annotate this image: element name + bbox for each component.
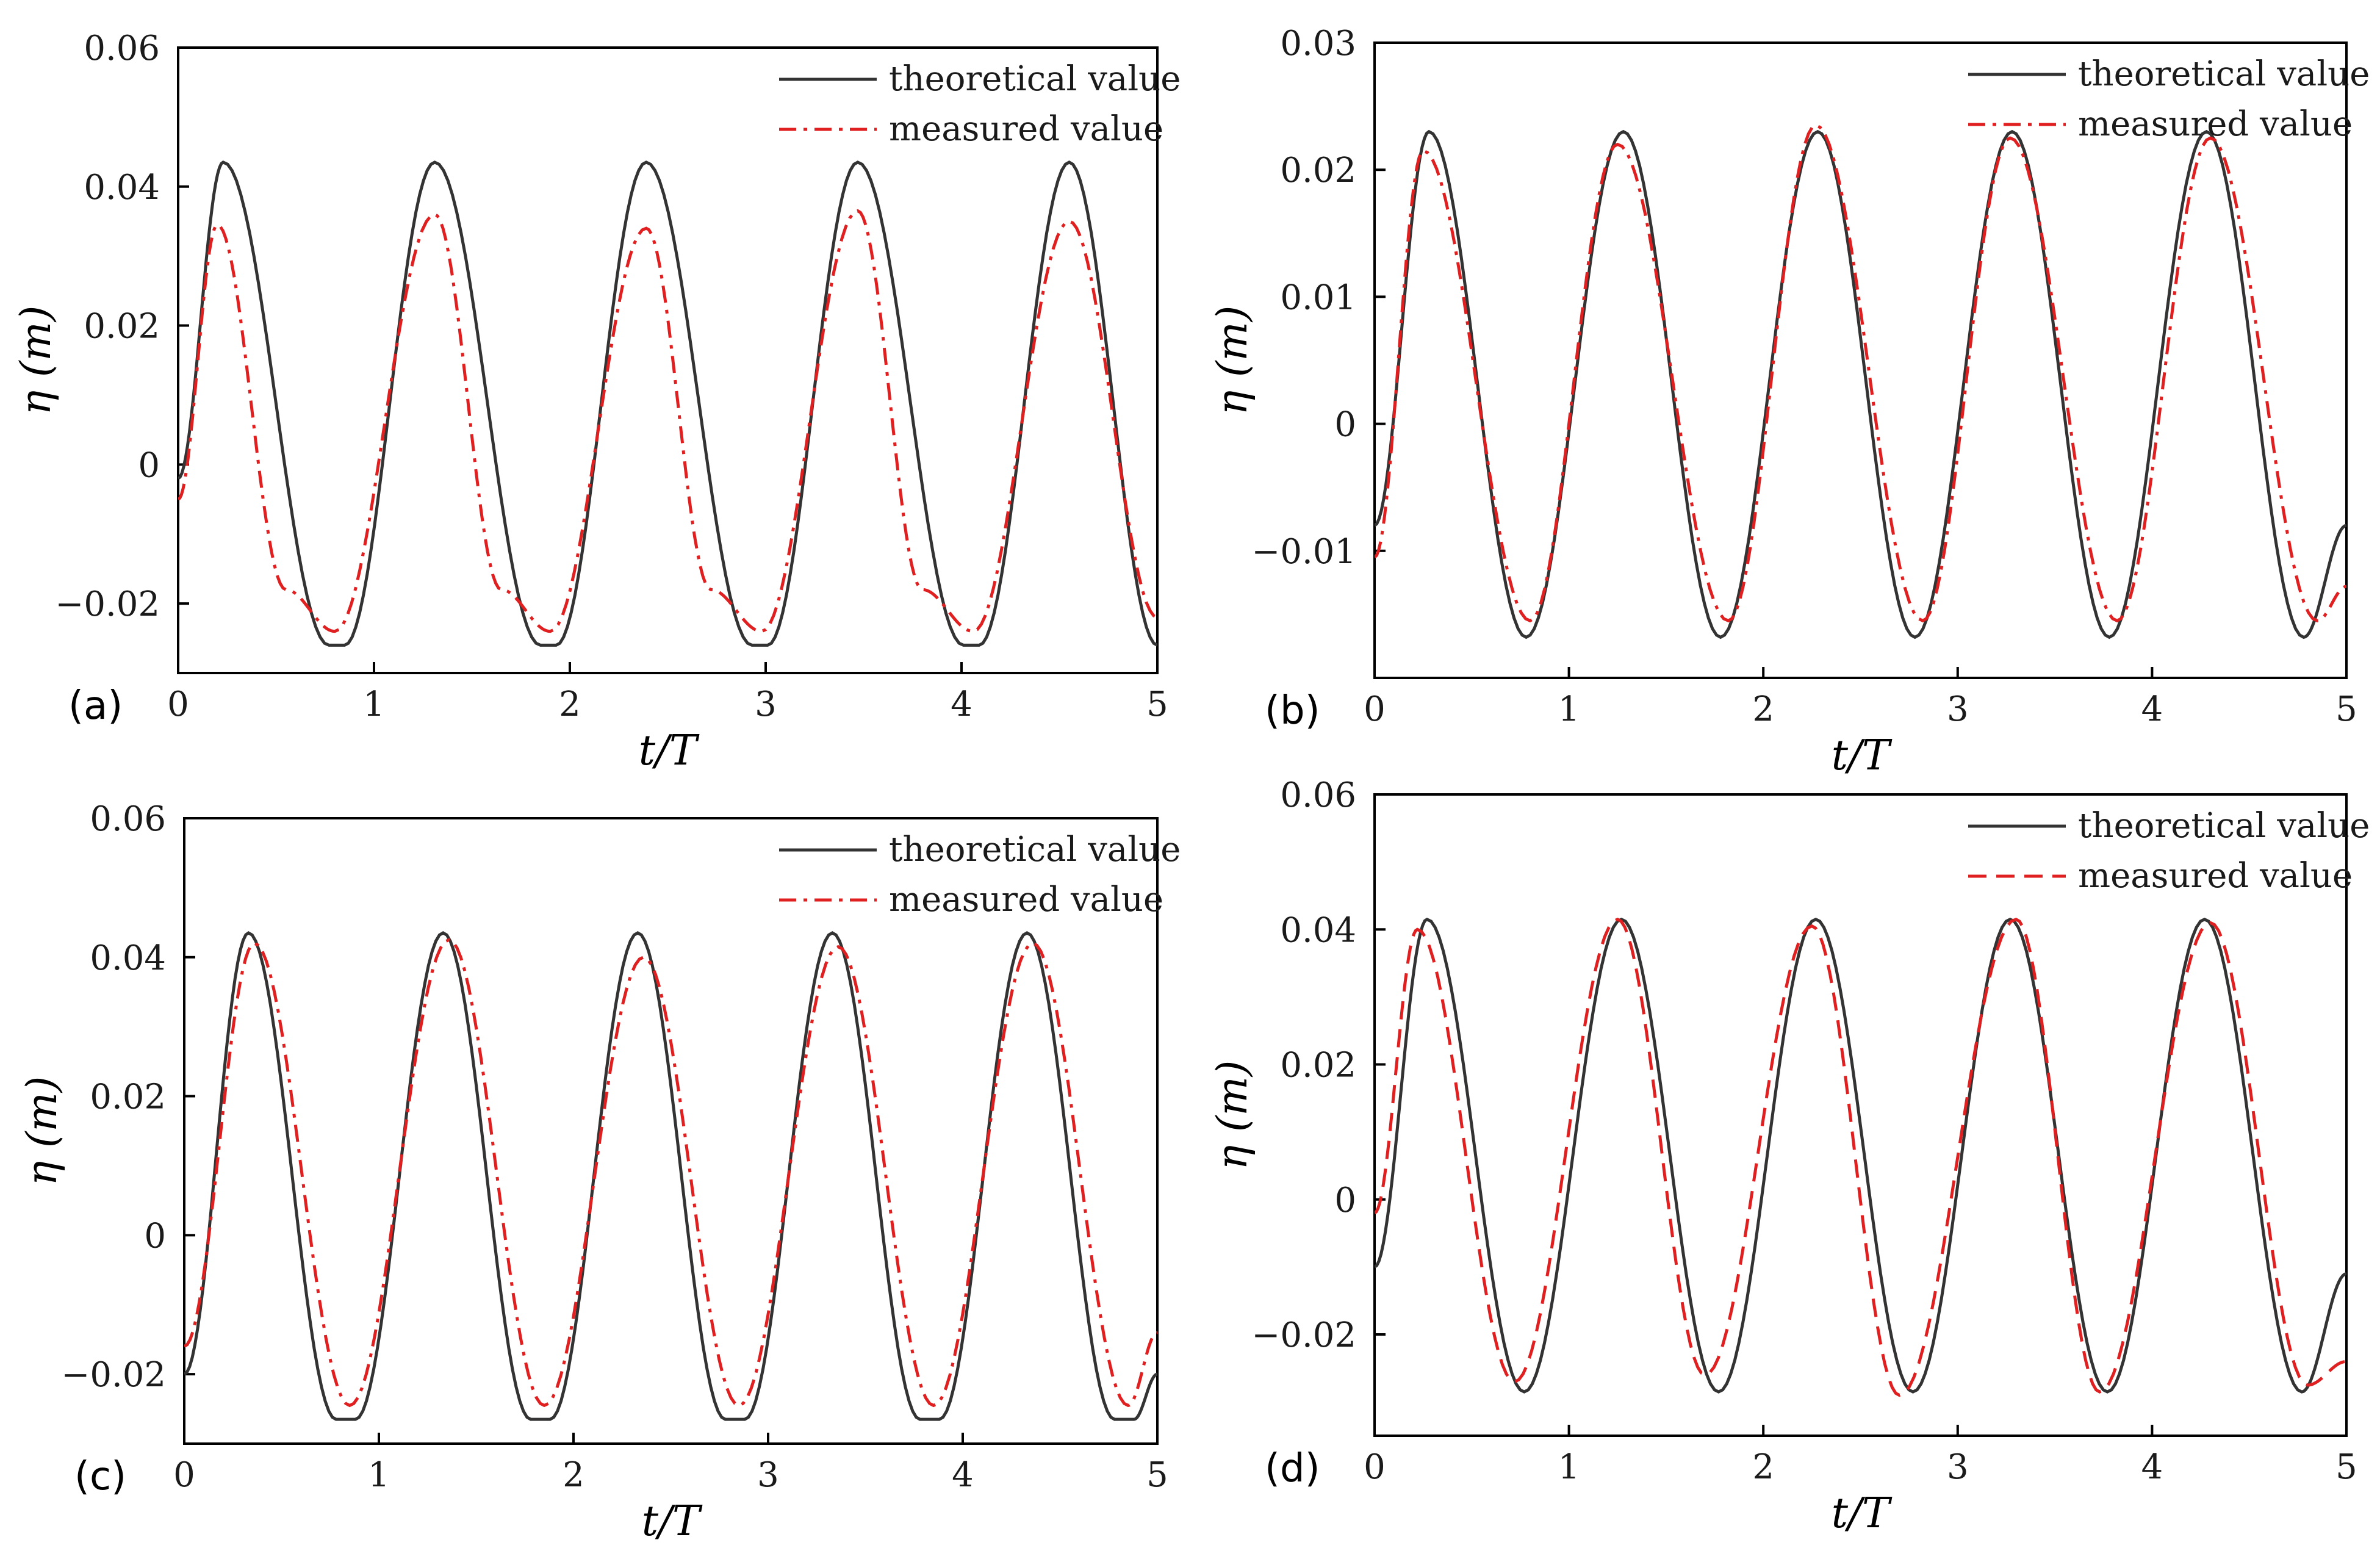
plot-frame [183,817,1159,1445]
series-line-theoretical [1375,917,2346,1394]
y-tick-label: 0.04 [1280,910,1356,950]
y-tick-label: 0.04 [90,938,166,978]
x-tick-label: 0 [1364,689,1386,729]
legend-entry: measured value [2078,104,2353,144]
y-tick-label: 0 [138,445,160,485]
y-tick-label: 0.01 [1280,278,1356,317]
series-line-theoretical [178,160,1157,647]
panel-label: (c) [74,1454,126,1499]
y-axis-title: η (m) [12,306,60,416]
legend-entry: theoretical value [2078,806,2370,846]
y-tick-label: 0 [144,1216,166,1256]
plot-frame [1373,41,2348,679]
series-line-theoretical [1375,129,2346,639]
series-line-measured [178,209,1157,633]
y-tick-label: −0.02 [55,585,160,624]
y-tick-label: 0.06 [90,799,166,839]
x-tick-label: 3 [1947,689,1969,729]
x-tick-label: 5 [1146,685,1168,724]
y-tick-label: 0.02 [1280,151,1356,190]
x-tick-label: 5 [2335,1447,2357,1487]
y-tick-label: 0.06 [1280,776,1356,815]
x-tick-label: 2 [563,1455,584,1495]
x-tick-label: 0 [167,685,189,724]
panel-label: (a) [68,683,123,729]
y-axis-title: η (m) [1209,306,1257,416]
series-line-theoretical [184,931,1157,1421]
x-axis-title: t/T [639,727,700,775]
x-tick-label: 0 [173,1455,195,1495]
x-tick-label: 5 [1146,1455,1168,1495]
y-axis-title: η (m) [18,1076,67,1186]
y-tick-label: −0.02 [1251,1316,1356,1355]
x-tick-label: 4 [2141,689,2163,729]
panel-b: 0 1 2 3 4 5 −0.01 0 0.01 0.02 0.03 t/T η (m) (b) theor… [1209,24,2370,780]
series-line-measured [184,938,1157,1408]
x-tick-label: 1 [368,1455,390,1495]
x-tick-label: 5 [2335,689,2357,729]
legend-entry: measured value [889,880,1163,920]
x-tick-label: 1 [1558,689,1580,729]
y-tick-label: −0.02 [61,1355,166,1395]
y-tick-label: 0.02 [90,1078,166,1117]
panel-a: 0 1 2 3 4 5 −0.02 0 0.02 0.04 0.06 t/T η (m) (a) theor… [12,29,1181,775]
y-tick-label: −0.01 [1251,532,1356,572]
legend-entry: measured value [889,109,1163,149]
x-axis-title: t/T [1832,1489,1893,1538]
panel-c: 0 1 2 3 4 5 −0.02 0 0.02 0.04 0.06 t/T η (m) (c) theor… [18,799,1181,1546]
x-tick-label: 2 [1752,689,1774,729]
x-axis-title: t/T [642,1497,703,1546]
y-tick-label: 0.03 [1280,24,1356,63]
y-tick-label: 0.02 [1280,1046,1356,1085]
panel-label: (b) [1265,688,1320,733]
legend-entry: theoretical value [2078,54,2370,94]
series-line-measured [1375,123,2346,623]
plot-frame [1373,793,2348,1437]
legend-entry: theoretical value [889,830,1181,869]
x-tick-label: 0 [1364,1447,1386,1487]
legend-entry: measured value [2078,856,2353,896]
x-tick-label: 1 [363,685,385,724]
y-axis-title: η (m) [1209,1060,1257,1170]
x-tick-label: 1 [1558,1447,1580,1487]
series-line-measured [1375,917,2346,1397]
plot-frame [177,46,1159,674]
y-tick-label: 0 [1334,1181,1356,1220]
y-tick-label: 0 [1334,405,1356,445]
y-tick-label: 0.04 [84,168,160,207]
x-tick-label: 3 [1947,1447,1969,1487]
x-axis-title: t/T [1832,732,1893,780]
x-tick-label: 2 [1752,1447,1774,1487]
y-tick-label: 0.02 [84,307,160,347]
x-tick-label: 2 [559,685,581,724]
x-tick-label: 4 [2141,1447,2163,1487]
x-tick-label: 3 [755,685,777,724]
legend-entry: theoretical value [889,59,1181,99]
y-tick-label: 0.06 [84,29,160,68]
panel-label: (d) [1265,1446,1320,1491]
x-tick-label: 4 [952,1455,974,1495]
x-tick-label: 3 [757,1455,779,1495]
x-tick-label: 4 [951,685,972,724]
panel-d: 0 1 2 3 4 5 −0.02 0 0.02 0.04 0.06 t/T η (m) (d) theor… [1209,776,2370,1538]
